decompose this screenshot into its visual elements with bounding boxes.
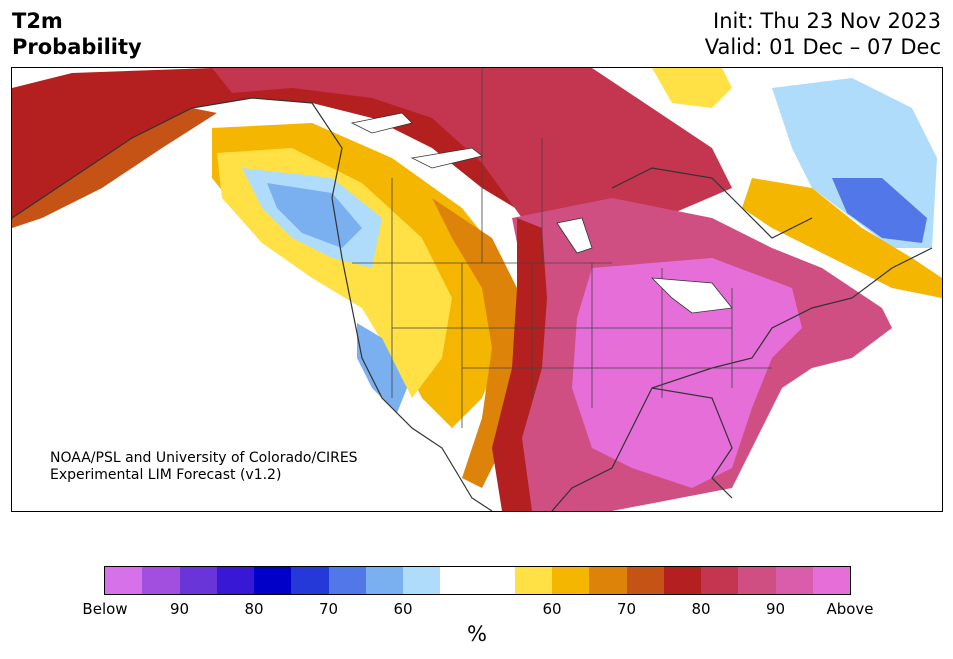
colorbar-cell xyxy=(812,567,850,594)
cool-region-california xyxy=(357,323,407,413)
title-variable: T2m xyxy=(12,9,63,33)
credit-line-2: Experimental LIM Forecast (v1.2) xyxy=(50,467,282,483)
forecast-map: NOAA/PSL and University of Colorado/CIRE… xyxy=(11,67,943,512)
forecast-dates: Init: Thu 23 Nov 2023 Valid: 01 Dec – 07… xyxy=(705,8,941,60)
valid-range: Valid: 01 Dec – 07 Dec xyxy=(704,35,941,59)
coastlines xyxy=(12,97,933,511)
colorbar-cell xyxy=(663,567,701,594)
colorbar-tick-label: 70 xyxy=(616,600,637,618)
warm-region-plains-red xyxy=(492,218,547,511)
colorbar-cell xyxy=(775,567,813,594)
cool-region-labrador-inner xyxy=(832,178,927,243)
colorbar-cell xyxy=(626,567,664,594)
warm-band-greenland-tip xyxy=(652,68,732,108)
colorbar-cell xyxy=(403,567,441,594)
colorbar-cell xyxy=(291,567,329,594)
colorbar-tick-label: 60 xyxy=(393,600,413,618)
colorbar-cell xyxy=(589,567,627,594)
state-province-borders xyxy=(352,68,772,428)
colorbar-unit-label: % xyxy=(467,622,487,646)
colorbar-cell xyxy=(254,567,292,594)
colorbar-cell xyxy=(216,567,254,594)
colorbar-cell xyxy=(477,567,515,594)
title-probability: Probability xyxy=(12,35,142,59)
credit-line-1: NOAA/PSL and University of Colorado/CIRE… xyxy=(50,450,358,466)
colorbar-tick-label: 70 xyxy=(318,600,339,618)
colorbar-tick-label: Below xyxy=(82,600,128,618)
colorbar-cell xyxy=(365,567,403,594)
colorbar-tick-label: 80 xyxy=(244,600,264,618)
warm-region-southeast xyxy=(572,258,802,488)
colorbar-tick-label: 80 xyxy=(691,600,711,618)
map-canvas xyxy=(12,68,942,511)
colorbar-tick-label: 90 xyxy=(169,600,190,618)
colorbar-cell xyxy=(179,567,217,594)
init-date: Init: Thu 23 Nov 2023 xyxy=(713,9,941,33)
colorbar-cell xyxy=(701,567,739,594)
credit-text: NOAA/PSL and University of Colorado/CIRE… xyxy=(50,450,358,484)
chart-title: T2m Probability xyxy=(12,8,142,60)
colorbar-tick-label: 60 xyxy=(542,600,562,618)
colorbar-cell xyxy=(328,567,366,594)
colorbar-cell xyxy=(142,567,180,594)
colorbar-tick-label: Above xyxy=(826,600,874,618)
lakes xyxy=(350,112,733,314)
colorbar-cell xyxy=(105,567,143,594)
cool-region-pnw-inner xyxy=(267,183,362,248)
colorbar-cell xyxy=(440,567,478,594)
probability-colorbar xyxy=(104,566,851,595)
colorbar-cell xyxy=(738,567,776,594)
colorbar-cell xyxy=(552,567,590,594)
warm-region-alaska-outer xyxy=(12,108,217,228)
colorbar-tick-label: 90 xyxy=(765,600,786,618)
colorbar-cell xyxy=(514,567,552,594)
